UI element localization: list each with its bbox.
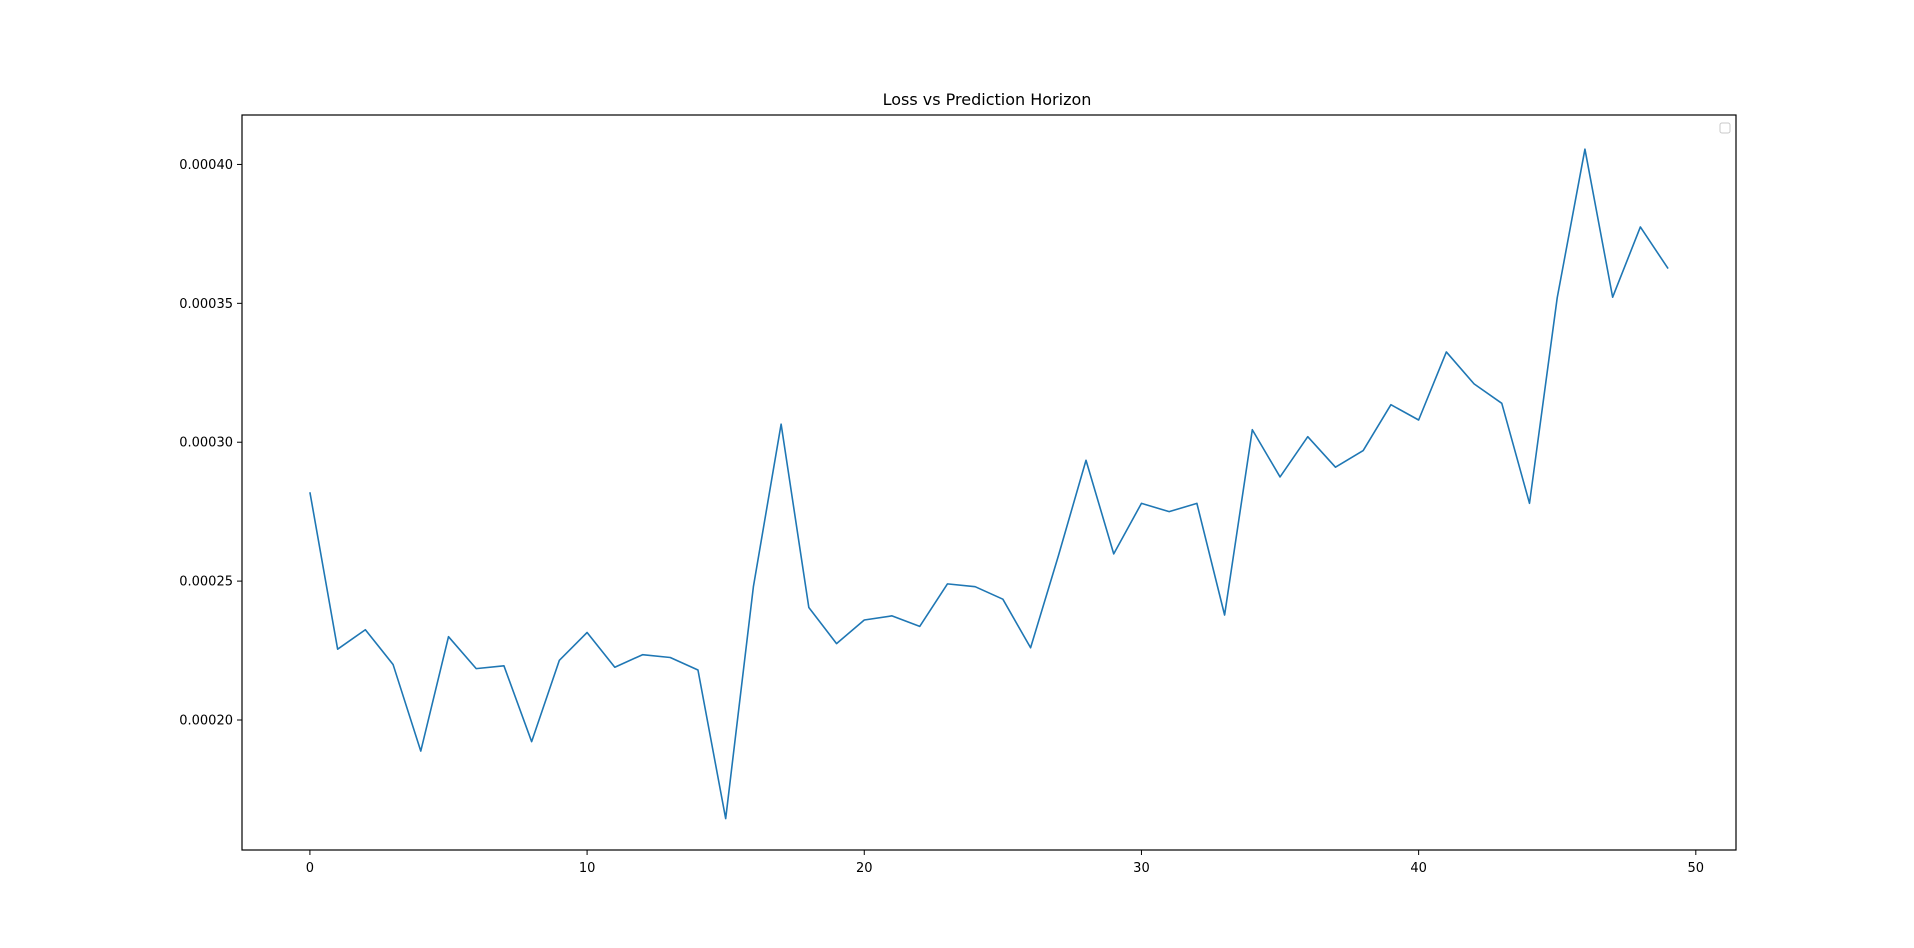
y-tick-label: 0.00020 <box>179 714 233 729</box>
legend-box <box>1719 122 1731 134</box>
x-tick-label: 0 <box>306 861 314 876</box>
plot-frame <box>241 114 1737 851</box>
y-tick-label: 0.00040 <box>179 158 233 173</box>
x-tick-label: 10 <box>579 861 596 876</box>
y-tick-label: 0.00030 <box>179 436 233 451</box>
x-tick-label: 30 <box>1133 861 1150 876</box>
x-tick-label: 40 <box>1410 861 1427 876</box>
chart-title: Loss vs Prediction Horizon <box>883 90 1092 109</box>
y-tick-label: 0.00035 <box>179 297 233 312</box>
series-line-loss <box>309 148 1669 820</box>
x-tick-label: 20 <box>856 861 873 876</box>
x-tick-label: 50 <box>1688 861 1705 876</box>
y-tick-label: 0.00025 <box>179 575 233 590</box>
